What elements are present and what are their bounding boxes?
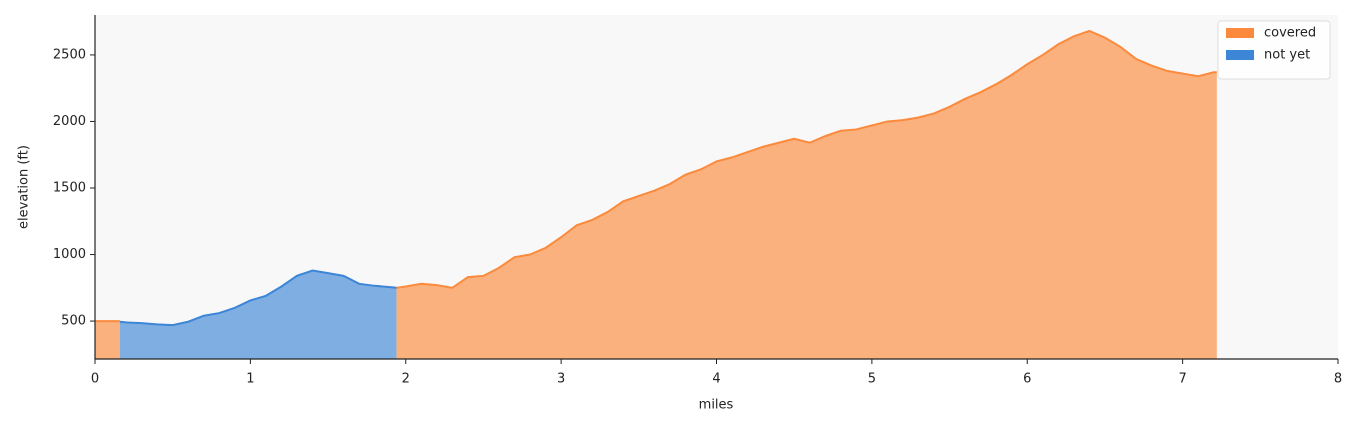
x-tick-label: 4	[712, 372, 720, 387]
x-tick-label: 5	[868, 372, 876, 387]
x-tick-label: 2	[402, 372, 410, 387]
y-axis-label: elevation (ft)	[17, 145, 32, 229]
x-tick-label: 6	[1023, 372, 1031, 387]
x-axis-label: miles	[699, 398, 734, 413]
area-line	[119, 269, 397, 327]
y-tick-label: 500	[61, 314, 86, 329]
y-tick-label: 1000	[53, 247, 86, 262]
x-tick-label: 3	[557, 372, 565, 387]
y-tick-label: 1500	[53, 180, 86, 195]
legend-label: not yet	[1264, 48, 1310, 63]
x-tick-label: 1	[246, 372, 254, 387]
area-line	[95, 29, 1217, 323]
legend-swatch	[1226, 50, 1254, 60]
legend-swatch	[1226, 28, 1254, 38]
legend-label: covered	[1264, 26, 1316, 41]
y-tick-label: 2500	[53, 47, 86, 62]
area-fill	[119, 270, 397, 359]
x-tick-label: 7	[1178, 372, 1186, 387]
x-tick-label: 0	[91, 372, 99, 387]
x-tick-label: 8	[1334, 372, 1342, 387]
y-tick-label: 2000	[53, 114, 86, 129]
